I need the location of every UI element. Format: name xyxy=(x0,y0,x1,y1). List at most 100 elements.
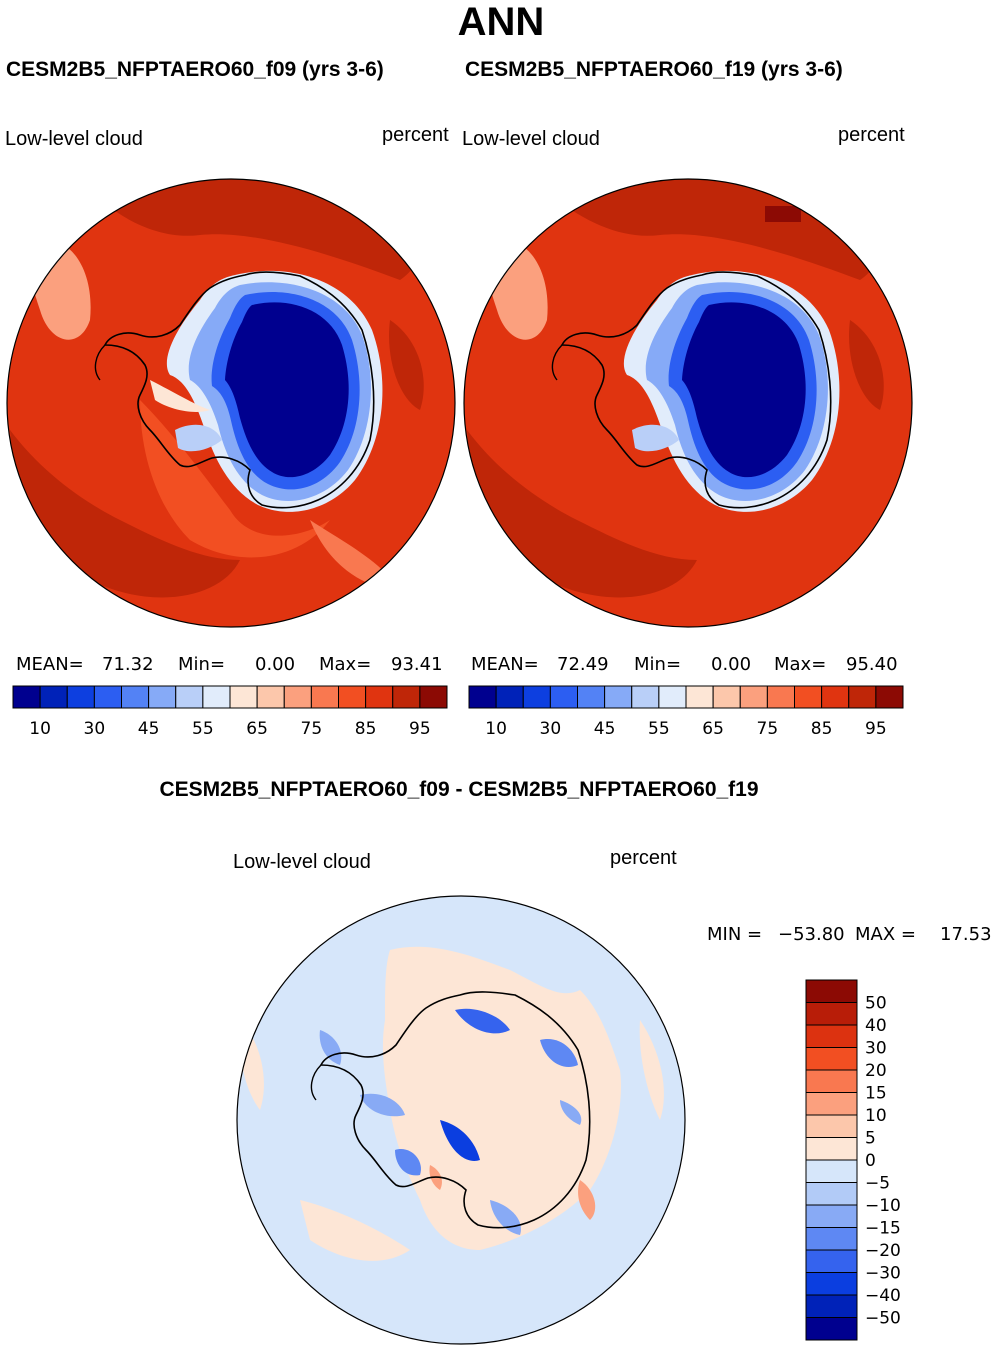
panel2-map xyxy=(464,179,912,627)
diff-negative-ross xyxy=(395,1149,421,1176)
panel1-mean-label: MEAN= xyxy=(16,654,84,675)
diff-colorbar-tick-label: −15 xyxy=(865,1219,901,1239)
panel1-colorbar-tick-label: 95 xyxy=(409,719,431,739)
panel2-colorbar-box xyxy=(685,685,714,709)
diff-negative-northeast xyxy=(540,1039,578,1068)
panel1-colorbar-box xyxy=(66,685,95,709)
diff-colorbar-tick-label: 20 xyxy=(865,1061,887,1081)
panel2-coastline xyxy=(560,271,832,509)
diff-negative-east-coast xyxy=(560,1100,582,1125)
panel1-ross-sea-light xyxy=(175,424,222,452)
diff-colorbar-tick-label: 50 xyxy=(865,994,887,1014)
panel2-colorbar-box xyxy=(631,685,660,709)
diff-colorbar-tick-label: 15 xyxy=(865,1084,887,1104)
panel1-colorbar: 10 30 45 55 65 75 85 95 xyxy=(12,685,448,739)
panel2-colorbar-box xyxy=(821,685,850,709)
diff-positive-region-east xyxy=(639,1020,664,1120)
panel1-map xyxy=(7,179,455,627)
panel2-min-label: Min= xyxy=(634,654,682,675)
panel1-colorbar-tick-label: 85 xyxy=(355,719,377,739)
panel2-colorbar-tick-label: 75 xyxy=(757,719,779,739)
panel2-colorbar: 10 30 45 55 65 75 85 95 xyxy=(468,685,904,739)
panel1-colorbar-box xyxy=(283,685,312,709)
panel2-peninsula-coast xyxy=(551,344,563,381)
panel2-colorbar-box xyxy=(658,685,687,709)
panel1-colorbar-box xyxy=(229,685,258,709)
panel1-peninsula-coast xyxy=(94,344,106,381)
panel2-units-label: percent xyxy=(838,124,905,146)
panel1-coastline xyxy=(103,271,375,509)
diff-colorbar-tick-label: −5 xyxy=(865,1174,890,1194)
diff-colorbar-tick-label: −50 xyxy=(865,1309,901,1329)
panel2-colorbar-box xyxy=(794,685,823,709)
diff-coastline xyxy=(319,991,591,1229)
panel1-ice-core xyxy=(225,302,349,478)
panel2-colorbar-tick-label: 95 xyxy=(865,719,887,739)
diff-negative-north xyxy=(455,1008,510,1034)
diff-colorbar-tick-label: 5 xyxy=(865,1129,876,1149)
panel1-colorbar-box xyxy=(202,685,231,709)
diff-colorbar-box xyxy=(805,1182,858,1206)
panel2-colorbar-box xyxy=(875,685,904,709)
panel1-colorbar-tick-label: 10 xyxy=(29,719,51,739)
panel2-map-border xyxy=(463,178,913,628)
panel1-colorbar-box xyxy=(392,685,421,709)
diff-colorbar-box xyxy=(805,1137,858,1161)
panel2-high-cloud-east xyxy=(849,320,884,410)
panel2-colorbar-box xyxy=(549,685,578,709)
panel2-colorbar-tick-label: 10 xyxy=(485,719,507,739)
panel1-variable-label: Low-level cloud xyxy=(5,128,143,150)
diff-colorbar-box xyxy=(805,1272,858,1296)
diff-colorbar-box xyxy=(805,1024,858,1048)
panel2-colorbar-box xyxy=(712,685,741,709)
diff-map xyxy=(237,896,685,1344)
diff-colorbar-tick-label: −10 xyxy=(865,1196,901,1216)
diff-colorbar-box xyxy=(805,1092,858,1116)
diff-colorbar-box xyxy=(805,1159,858,1183)
panel1-min-label: Min= xyxy=(178,654,226,675)
panel1-colorbar-box xyxy=(310,685,339,709)
diff-max-value: 17.53 xyxy=(940,924,992,945)
panel2-min-value: 0.00 xyxy=(711,654,752,675)
panel2-colorbar-tick-label: 85 xyxy=(811,719,833,739)
panel2-colorbar-box xyxy=(848,685,877,709)
panel1-colorbar-tick-label: 55 xyxy=(192,719,214,739)
panel2-colorbar-box xyxy=(739,685,768,709)
diff-colorbar-tick-label: −40 xyxy=(865,1286,901,1306)
panel1-colorbar-box xyxy=(175,685,204,709)
diff-min-label: MIN = xyxy=(707,924,763,945)
diff-positive-region-southwest xyxy=(300,1200,410,1261)
panel1-colorbar-box xyxy=(148,685,177,709)
panel2-colorbar-box xyxy=(604,685,633,709)
diff-colorbar-tick-label: 30 xyxy=(865,1039,887,1059)
panel1-colorbar-box xyxy=(121,685,150,709)
panel1-colorbar-box xyxy=(256,685,285,709)
diff-colorbar-box xyxy=(805,1002,858,1026)
diff-variable-label: Low-level cloud xyxy=(233,851,371,873)
panel2-colorbar-tick-label: 30 xyxy=(540,719,562,739)
diff-colorbar-box xyxy=(805,1317,858,1341)
panel2-max-cloud-patch xyxy=(765,206,801,222)
panel1-colorbar-tick-label: 30 xyxy=(84,719,106,739)
panel1-units-label: percent xyxy=(382,124,449,146)
panel2-max-label: Max= xyxy=(774,654,827,675)
panel2-mean-label: MEAN= xyxy=(471,654,539,675)
panel2-colorbar-box xyxy=(577,685,606,709)
panel2-case-title: CESM2B5_NFPTAERO60_f19 (yrs 3-6) xyxy=(465,58,843,81)
panel2-colorbar-box xyxy=(522,685,551,709)
diff-negative-west-coast xyxy=(319,1030,342,1065)
panel1-colorbar-box xyxy=(39,685,68,709)
panel1-max-label: Max= xyxy=(319,654,372,675)
diff-colorbar-tick-label: 40 xyxy=(865,1016,887,1036)
panel1-mean-value: 71.32 xyxy=(102,654,154,675)
panel1-colorbar-box xyxy=(338,685,367,709)
panel1-colorbar-tick-label: 45 xyxy=(138,719,160,739)
diff-units-label: percent xyxy=(610,847,677,869)
panel1-map-border xyxy=(6,178,456,628)
panel1-cloud-ring xyxy=(140,400,330,558)
panel1-colorbar-box xyxy=(365,685,394,709)
panel1-colorbar-box xyxy=(419,685,448,709)
diff-max-label: MAX = xyxy=(855,924,916,945)
